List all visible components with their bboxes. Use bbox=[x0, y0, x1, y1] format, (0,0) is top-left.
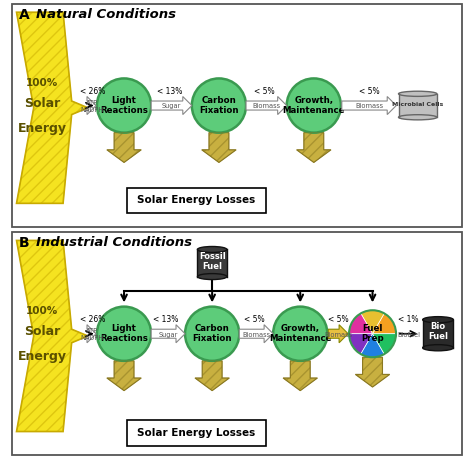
Circle shape bbox=[273, 307, 328, 361]
Wedge shape bbox=[349, 313, 373, 334]
FancyBboxPatch shape bbox=[127, 420, 266, 445]
Wedge shape bbox=[349, 334, 373, 354]
Text: Solar Energy Losses: Solar Energy Losses bbox=[137, 195, 255, 205]
Polygon shape bbox=[342, 96, 396, 115]
Text: Sugar: Sugar bbox=[162, 103, 181, 109]
Text: Natural Conditions: Natural Conditions bbox=[36, 8, 176, 21]
Text: Solar Energy Losses: Solar Energy Losses bbox=[137, 428, 255, 438]
Circle shape bbox=[185, 307, 239, 361]
Text: Biomass: Biomass bbox=[252, 103, 281, 109]
Text: Microbial Cells: Microbial Cells bbox=[392, 102, 443, 107]
Polygon shape bbox=[246, 96, 287, 115]
Text: Biomass: Biomass bbox=[242, 331, 270, 337]
Polygon shape bbox=[328, 325, 348, 343]
Text: ATP
NADPH: ATP NADPH bbox=[81, 100, 104, 113]
Circle shape bbox=[97, 307, 151, 361]
Wedge shape bbox=[361, 310, 384, 334]
Ellipse shape bbox=[423, 345, 454, 351]
Polygon shape bbox=[107, 133, 141, 162]
Wedge shape bbox=[373, 334, 396, 354]
Polygon shape bbox=[202, 133, 236, 162]
Text: 100%: 100% bbox=[26, 78, 58, 88]
Ellipse shape bbox=[399, 91, 437, 96]
Text: 100%: 100% bbox=[26, 306, 58, 316]
Polygon shape bbox=[87, 325, 96, 343]
Text: Growth,
Maintenance: Growth, Maintenance bbox=[283, 96, 345, 115]
Polygon shape bbox=[151, 96, 192, 115]
Text: < 13%: < 13% bbox=[156, 87, 182, 95]
Text: < 5%: < 5% bbox=[244, 315, 264, 324]
Polygon shape bbox=[356, 357, 390, 387]
Text: Fuel
Prep: Fuel Prep bbox=[361, 324, 384, 343]
Text: < 5%: < 5% bbox=[359, 87, 379, 95]
Text: < 5%: < 5% bbox=[328, 315, 348, 324]
Ellipse shape bbox=[423, 317, 454, 323]
Text: Biofuel: Biofuel bbox=[397, 331, 420, 337]
Text: < 13%: < 13% bbox=[153, 315, 179, 324]
Polygon shape bbox=[87, 96, 96, 115]
Circle shape bbox=[287, 78, 341, 133]
Bar bbox=[423, 320, 454, 348]
Text: A: A bbox=[19, 8, 30, 22]
Text: Carbon
Fixation: Carbon Fixation bbox=[192, 324, 232, 343]
Text: Industrial Conditions: Industrial Conditions bbox=[36, 236, 192, 249]
Ellipse shape bbox=[198, 247, 227, 253]
Polygon shape bbox=[107, 361, 141, 390]
Polygon shape bbox=[283, 361, 318, 390]
Wedge shape bbox=[361, 334, 384, 357]
Text: Sugar: Sugar bbox=[158, 331, 178, 337]
Polygon shape bbox=[195, 361, 229, 390]
Text: Solar: Solar bbox=[24, 325, 60, 338]
Polygon shape bbox=[151, 325, 185, 343]
Polygon shape bbox=[297, 133, 331, 162]
Ellipse shape bbox=[198, 273, 227, 279]
Bar bbox=[198, 249, 227, 277]
Text: Energy: Energy bbox=[18, 350, 66, 363]
Polygon shape bbox=[17, 12, 88, 203]
Ellipse shape bbox=[399, 115, 437, 120]
Text: Fossil
Fuel: Fossil Fuel bbox=[199, 252, 226, 271]
Text: Biomass: Biomass bbox=[324, 331, 352, 337]
Text: Carbon
Fixation: Carbon Fixation bbox=[199, 96, 239, 115]
Bar bbox=[399, 94, 437, 117]
FancyBboxPatch shape bbox=[127, 188, 266, 213]
Polygon shape bbox=[17, 241, 88, 431]
Text: < 1%: < 1% bbox=[399, 315, 419, 324]
Polygon shape bbox=[239, 325, 273, 343]
Text: Solar: Solar bbox=[24, 97, 60, 110]
Text: < 26%: < 26% bbox=[80, 315, 105, 324]
Text: Energy: Energy bbox=[18, 122, 66, 135]
Text: < 26%: < 26% bbox=[80, 87, 105, 95]
Text: Biomass: Biomass bbox=[355, 103, 383, 109]
Text: Growth,
Maintenance: Growth, Maintenance bbox=[269, 324, 331, 343]
Circle shape bbox=[97, 78, 151, 133]
Text: Bio
Fuel: Bio Fuel bbox=[428, 322, 448, 341]
Wedge shape bbox=[373, 313, 396, 334]
Circle shape bbox=[192, 78, 246, 133]
Text: B: B bbox=[19, 236, 30, 250]
Text: Light
Reactions: Light Reactions bbox=[100, 96, 148, 115]
Text: Light
Reactions: Light Reactions bbox=[100, 324, 148, 343]
Text: < 5%: < 5% bbox=[254, 87, 274, 95]
Text: ATP
NADPH: ATP NADPH bbox=[81, 328, 104, 341]
